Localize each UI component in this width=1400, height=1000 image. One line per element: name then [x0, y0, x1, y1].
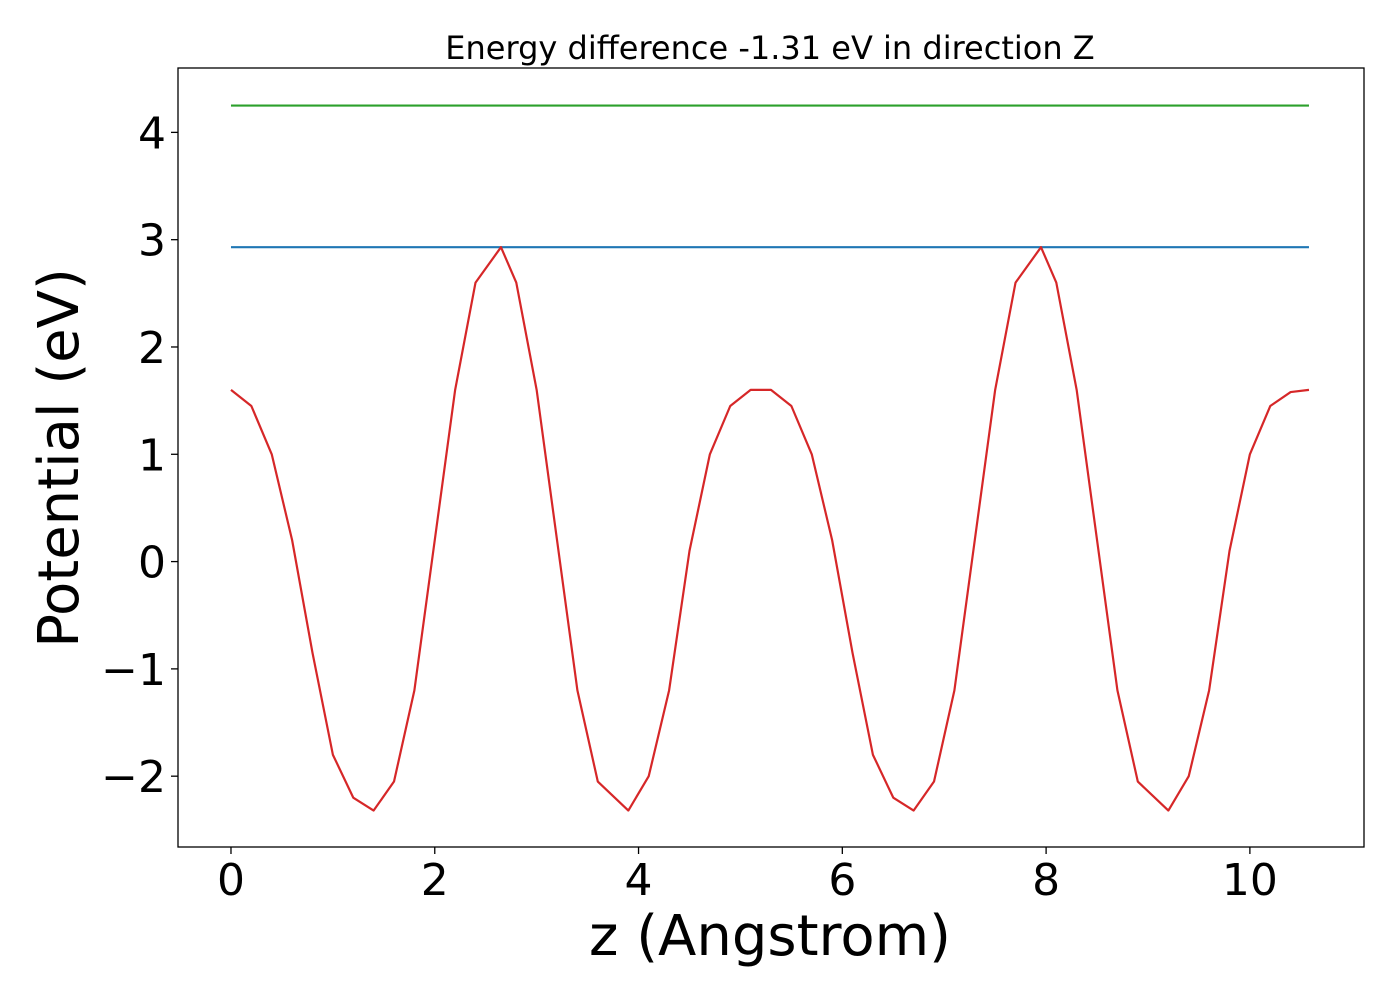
y-tick-label: −1 — [101, 645, 166, 696]
y-tick-label: 1 — [138, 430, 166, 481]
x-tick-label: 4 — [625, 855, 653, 906]
series-layer — [230, 104, 1310, 812]
x-tick-label: 0 — [217, 855, 245, 906]
x-tick-label: 8 — [1032, 855, 1060, 906]
x-axis-label: z (Angstrom) — [589, 904, 951, 969]
x-axis: 0 2 4 6 8 10 — [217, 847, 1278, 906]
x-tick-label: 10 — [1222, 855, 1278, 906]
series-line-2 — [230, 246, 1310, 812]
y-axis-label: Potential (eV) — [27, 268, 92, 648]
y-tick-label: 0 — [138, 538, 166, 589]
x-tick-label: 2 — [421, 855, 449, 906]
y-tick-label: −2 — [101, 752, 166, 803]
y-tick-label: 4 — [138, 108, 166, 159]
y-axis: −2 −1 0 1 2 3 4 — [101, 108, 178, 803]
y-tick-label: 3 — [138, 216, 166, 267]
chart-title: Energy difference -1.31 eV in direction … — [445, 29, 1094, 67]
x-tick-label: 6 — [828, 855, 856, 906]
plot-frame — [177, 67, 1365, 848]
y-tick-label: 2 — [138, 323, 166, 374]
